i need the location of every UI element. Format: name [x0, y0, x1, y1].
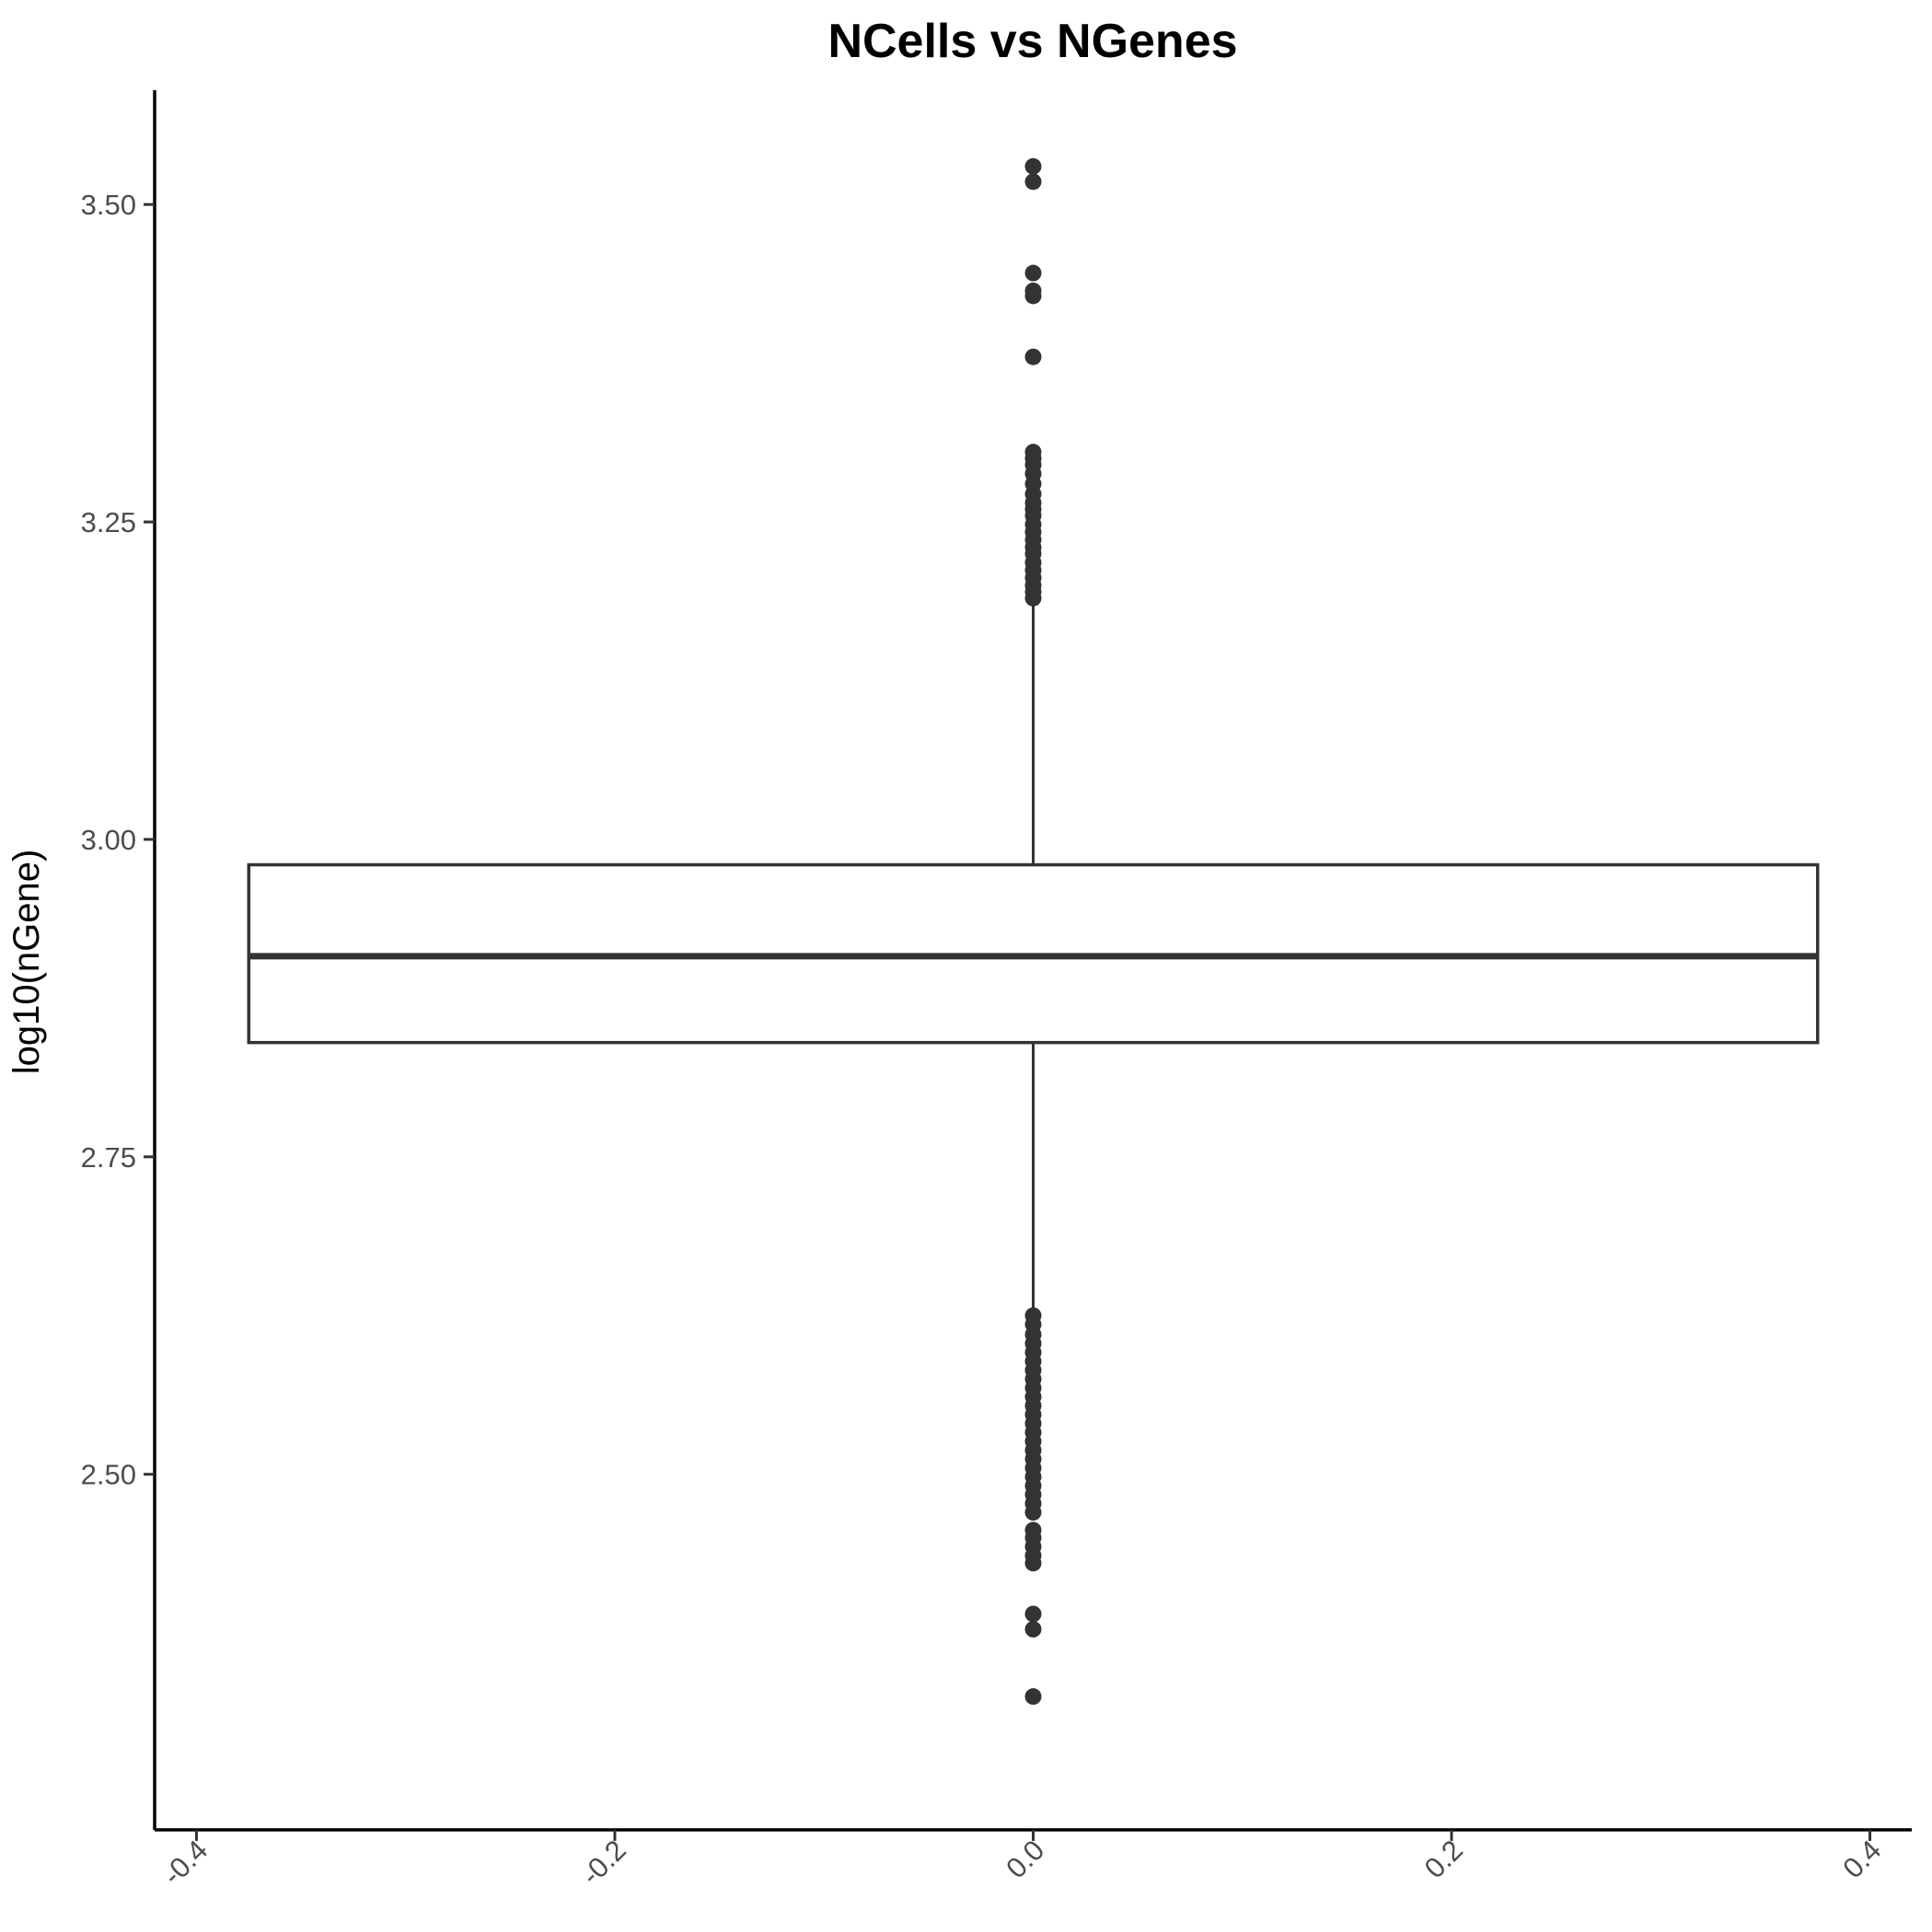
- y-tick-label: 2.50: [81, 1459, 136, 1491]
- x-tick-label: -0.2: [574, 1834, 632, 1892]
- y-axis-label: log10(nGene): [6, 850, 47, 1075]
- y-tick-label: 3.25: [81, 506, 136, 538]
- outlier-point: [1024, 348, 1042, 365]
- x-tick-label: 0.2: [1418, 1834, 1469, 1884]
- x-ticks: -0.4 -0.2 0.0 0.2 0.4: [156, 1830, 1887, 1892]
- outlier-point: [1024, 264, 1042, 282]
- x-tick-label: -0.4: [156, 1834, 214, 1892]
- outlier-point: [1024, 1555, 1042, 1572]
- y-tick-label: 3.00: [81, 824, 136, 856]
- outlier-point: [1024, 1605, 1042, 1623]
- outlier-point: [1024, 287, 1042, 305]
- y-tick-label: 2.75: [81, 1141, 136, 1174]
- outlier-point: [1024, 1504, 1042, 1521]
- plot-layer: [247, 157, 1820, 1706]
- outlier-point: [1024, 157, 1042, 175]
- x-tick-label: 0.0: [1000, 1834, 1050, 1884]
- outlier-point: [1024, 1621, 1042, 1638]
- outlier-point: [1024, 589, 1042, 607]
- y-tick-label: 3.50: [81, 189, 136, 221]
- outlier-point: [1024, 1688, 1042, 1706]
- x-tick-label: 0.4: [1836, 1834, 1887, 1884]
- y-ticks: 2.50 2.75 3.00 3.25 3.50: [81, 189, 155, 1491]
- outlier-point: [1024, 173, 1042, 191]
- chart-title: NCells vs NGenes: [827, 15, 1237, 68]
